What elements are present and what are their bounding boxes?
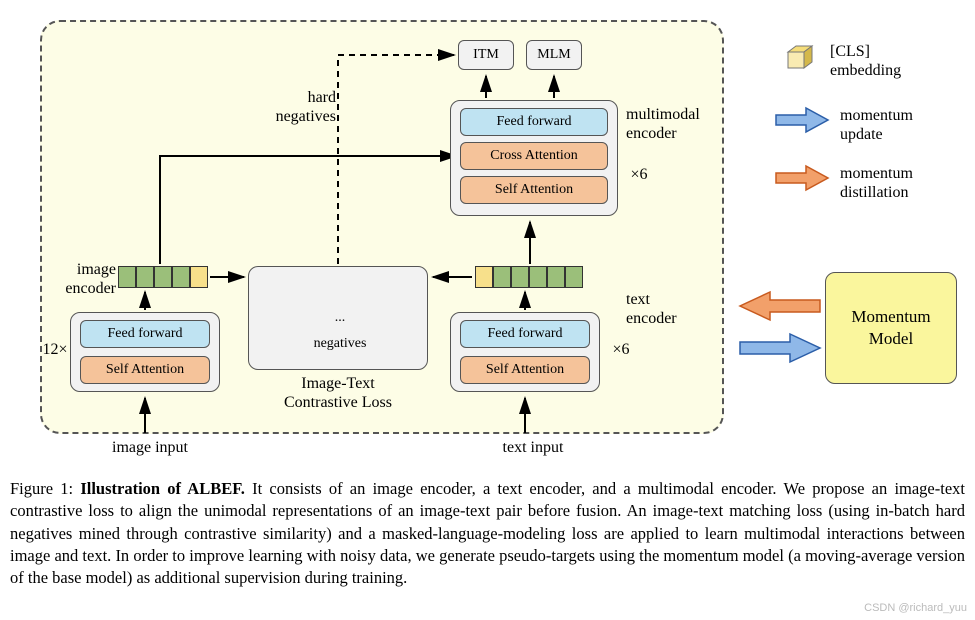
momentum-update-arrow [740, 334, 820, 362]
image-ff-block: Feed forward [80, 320, 210, 348]
image-sa-block: Self Attention [80, 356, 210, 384]
momentum-model-box: Momentum Model [825, 272, 957, 384]
legend-momentum-update-arrow [776, 108, 828, 132]
caption-figlabel: Figure 1: [10, 479, 80, 498]
text-encoder-label: text encoder [626, 290, 696, 328]
image-token-row [118, 266, 208, 288]
text-ff-block: Feed forward [460, 320, 590, 348]
text-input-label: text input [488, 438, 578, 457]
mm-mult-label: ×6 [624, 165, 654, 184]
hard-negatives-label: hard negatives [246, 88, 336, 126]
dots-label: ... [325, 310, 355, 327]
text-token-row [475, 266, 583, 288]
negatives-label: negatives [300, 336, 380, 353]
mlm-block: MLM [526, 40, 582, 70]
caption-title: Illustration of ALBEF. [80, 479, 245, 498]
text-mult-label: ×6 [606, 340, 636, 359]
image-encoder-label: image encoder [46, 260, 116, 298]
contrastive-loss-label: Image-Text Contrastive Loss [268, 374, 408, 412]
momentum-distillation-arrow [740, 292, 820, 320]
image-input-label: image input [100, 438, 200, 457]
watermark: CSDN @richard_yuu [864, 601, 967, 616]
mm-encoder-label: multimodal encoder [626, 105, 721, 143]
mm-ff-block: Feed forward [460, 108, 608, 136]
mm-sa-block: Self Attention [460, 176, 608, 204]
legend-mom-update-label: momentum update [840, 106, 950, 144]
albef-diagram: negatives ... Image-Text Contrastive Los… [10, 10, 965, 470]
figure-caption: Figure 1: Illustration of ALBEF. It cons… [10, 478, 965, 589]
text-sa-block: Self Attention [460, 356, 590, 384]
legend-cls-cube [788, 46, 812, 68]
legend-momentum-distill-arrow [776, 166, 828, 190]
legend-mom-distill-label: momentum distillation [840, 164, 950, 202]
image-mult-label: 12× [40, 340, 70, 359]
mm-ca-block: Cross Attention [460, 142, 608, 170]
itm-block: ITM [458, 40, 514, 70]
legend-cls-label: [CLS] embedding [830, 42, 930, 80]
